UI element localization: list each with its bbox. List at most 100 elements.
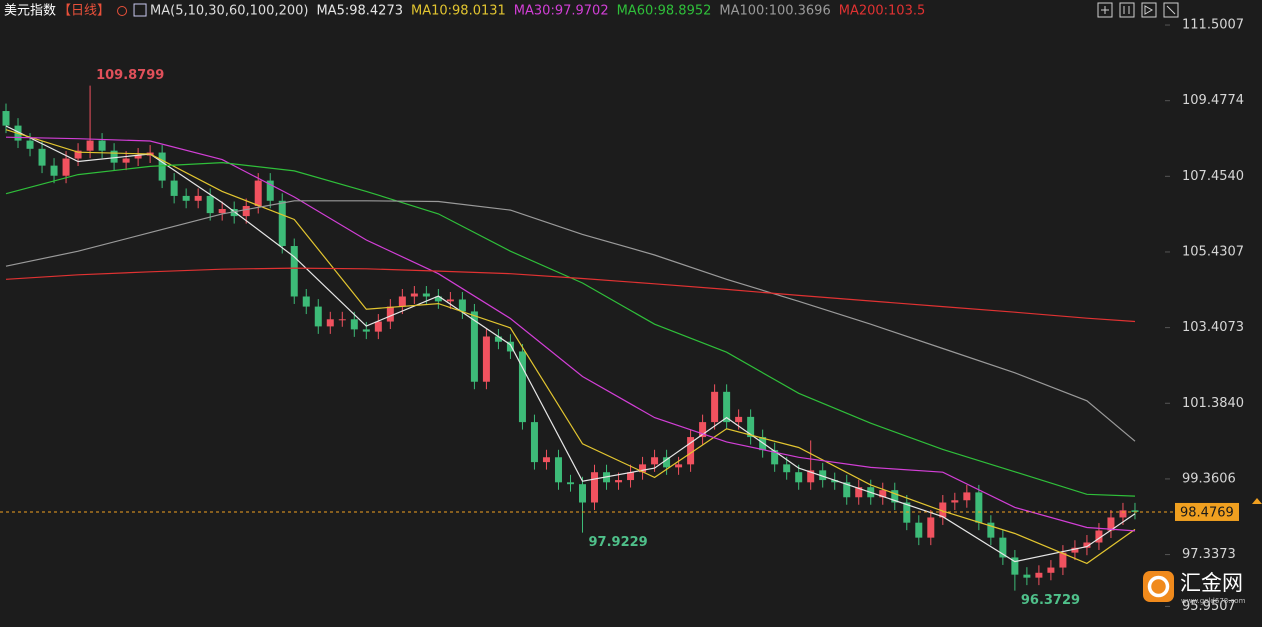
- candle-body: [1059, 552, 1067, 568]
- candle-body: [182, 195, 190, 201]
- candle-body: [903, 502, 911, 523]
- candle-body: [206, 195, 214, 214]
- candle-body: [615, 480, 623, 483]
- header: 美元指数 【日线】 MA(5,10,30,60,100,200) MA5:98.427…: [4, 3, 926, 19]
- candle-body: [254, 180, 262, 207]
- candle-body: [783, 464, 791, 473]
- candle-body: [1023, 574, 1031, 578]
- watermark-icon: [1147, 575, 1170, 598]
- candle-body: [410, 293, 418, 297]
- candle-body: [795, 472, 803, 483]
- current-price-marker: [1252, 497, 1262, 504]
- candle-body: [927, 517, 935, 538]
- candle-body: [50, 165, 58, 176]
- candle-body: [470, 311, 478, 382]
- watermark-logo: [1143, 571, 1174, 602]
- candle-body: [831, 480, 839, 483]
- candle-body: [855, 487, 863, 498]
- candle-body: [134, 155, 142, 159]
- watermark: 汇金网 www.gold678.com: [1143, 571, 1246, 605]
- y-tick-label: 99.3606: [1182, 471, 1236, 486]
- candle-body: [386, 306, 394, 322]
- candle-body: [530, 422, 538, 463]
- y-tick-label: 109.4774: [1182, 93, 1244, 108]
- candle-body: [290, 246, 298, 297]
- candle-body: [122, 158, 130, 163]
- candle-body: [1107, 517, 1115, 531]
- indicator-icon: [133, 3, 147, 17]
- low-annotation: 96.3729: [1021, 593, 1080, 608]
- candle-body: [663, 457, 671, 468]
- candle-body: [999, 537, 1007, 558]
- legend-entry: MA10:98.0131: [411, 4, 506, 19]
- candle-body: [687, 437, 695, 465]
- candle-body: [494, 336, 502, 342]
- y-tick-label: 105.4307: [1182, 244, 1244, 259]
- candle-body: [1119, 510, 1127, 518]
- candle-body: [362, 329, 370, 332]
- candle-body: [987, 522, 995, 538]
- low-annotation: 97.9229: [589, 535, 648, 550]
- candle-body: [338, 319, 346, 321]
- ma-line: [5, 129, 1136, 565]
- legend-entry: MA30:97.9702: [514, 4, 609, 19]
- candle-body: [723, 391, 731, 423]
- ma-line: [5, 136, 1136, 532]
- candle-body: [314, 306, 322, 327]
- legend-entry: MA200:103.5: [839, 4, 926, 19]
- candle-body: [819, 470, 827, 481]
- tool-button[interactable]: [1097, 2, 1113, 18]
- candle-body: [1083, 542, 1091, 548]
- ma-line: [5, 161, 1136, 497]
- candle-body: [482, 336, 490, 382]
- candle-body: [278, 200, 286, 247]
- candle-body: [86, 140, 94, 151]
- ma-line: [5, 200, 1136, 442]
- candle-body: [302, 296, 310, 307]
- candle-body: [158, 152, 166, 181]
- high-annotation: 109.8799: [96, 68, 164, 83]
- candle-body: [1095, 530, 1103, 543]
- watermark-name: 汇金网: [1180, 571, 1243, 595]
- tool-button[interactable]: [1141, 2, 1157, 18]
- legend-entry: MA100:100.3696: [719, 4, 830, 19]
- tool-button[interactable]: [1119, 2, 1135, 18]
- current-price-label: 98.4769: [1180, 505, 1234, 520]
- candle-body: [675, 464, 683, 468]
- y-tick-label: 97.3373: [1182, 547, 1236, 562]
- tool-button[interactable]: [1163, 2, 1179, 18]
- candle-body: [242, 206, 250, 217]
- legend-entry: MA5:98.4273: [316, 4, 403, 19]
- candle-body: [735, 416, 743, 423]
- candle-body: [891, 490, 899, 503]
- candle-body: [759, 437, 767, 451]
- candle-body: [350, 319, 358, 330]
- y-tick-label: 95.9507: [1182, 599, 1236, 614]
- indicator-label: MA(5,10,30,60,100,200): [150, 4, 308, 19]
- candle-body: [218, 209, 226, 214]
- candle-body: [915, 522, 923, 538]
- candle-body: [458, 299, 466, 312]
- y-tick-label: 107.4540: [1182, 169, 1244, 184]
- candle-body: [518, 351, 526, 423]
- y-tick-label: 111.5007: [1182, 18, 1244, 33]
- candle-body: [843, 482, 851, 498]
- chart-title: 美元指数: [4, 4, 56, 19]
- candle-body: [422, 293, 430, 297]
- candle-body: [398, 296, 406, 307]
- candle-body: [975, 492, 983, 523]
- candle-body: [1131, 510, 1139, 512]
- candle-body: [951, 500, 959, 503]
- candle-body: [963, 492, 971, 501]
- candle-body: [506, 341, 514, 352]
- plot-area: 109.8799 97.9229 96.3729: [0, 68, 1175, 608]
- candle-body: [62, 158, 70, 176]
- candle-body: [566, 482, 574, 485]
- candle-body: [1047, 567, 1055, 573]
- current-price-box: [1175, 502, 1239, 521]
- candle-body: [627, 472, 635, 481]
- legend-entry: MA60:98.8952: [617, 4, 712, 19]
